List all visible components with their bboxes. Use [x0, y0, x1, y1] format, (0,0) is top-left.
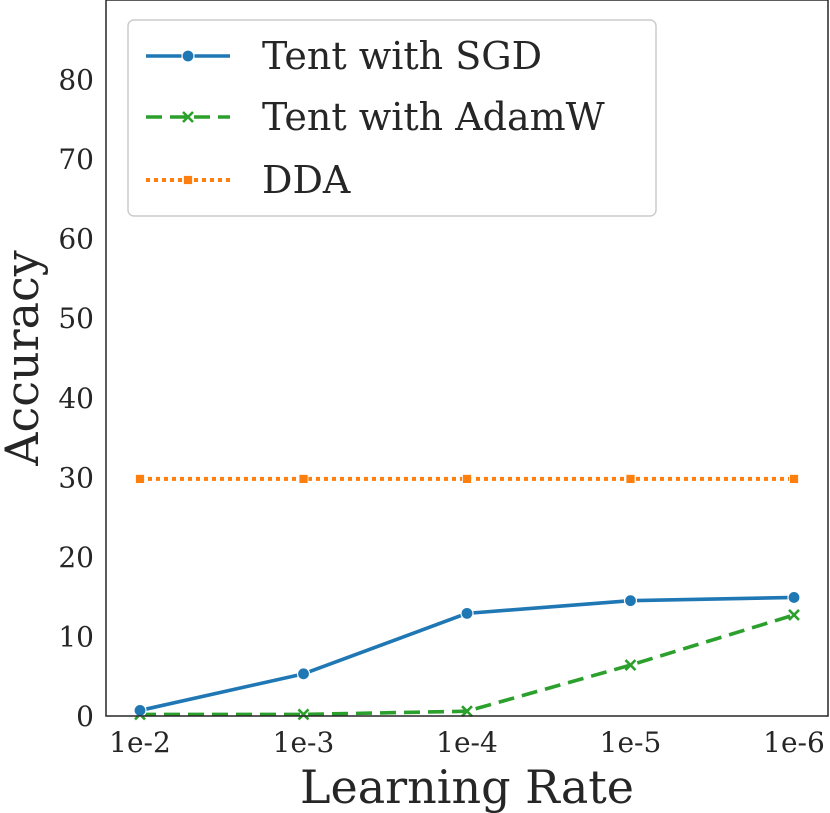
- legend-marker: [181, 49, 195, 63]
- legend-label: Tent with AdamW: [262, 95, 605, 139]
- data-point: [787, 590, 801, 605]
- data-point: [789, 474, 799, 484]
- series-tent-with-sgd: [133, 590, 801, 718]
- data-point: [298, 474, 309, 484]
- plot-marks: [133, 474, 801, 721]
- data-point: [462, 474, 472, 484]
- y-tick-label: 0: [76, 700, 94, 733]
- y-tick-label: 40: [58, 382, 94, 415]
- data-point: [297, 708, 310, 721]
- y-tick-label: 70: [58, 143, 94, 176]
- series-dda: [135, 474, 799, 484]
- legend-label: Tent with SGD: [262, 34, 542, 78]
- data-point: [788, 609, 800, 621]
- legend-entry: Tent with SGD: [146, 34, 542, 78]
- data-point: [623, 594, 638, 608]
- data-point: [460, 606, 474, 620]
- data-point: [133, 703, 147, 718]
- legend-marker: [183, 175, 193, 185]
- data-point: [461, 705, 473, 718]
- y-tick-label: 20: [58, 541, 94, 574]
- data-point: [296, 667, 311, 681]
- y-tick-labels: 0 10 20 30 40 50 60 70 80: [58, 64, 94, 733]
- x-tick-labels: 1e-2 1e-3 1e-4 1e-5 1e-6: [109, 726, 825, 759]
- x-tick-label: 1e-3: [273, 726, 335, 759]
- legend: Tent with SGD Tent with AdamW DDA: [127, 19, 657, 217]
- legend-entry: DDA: [146, 158, 351, 202]
- y-axis-label: Accuracy: [0, 250, 49, 467]
- x-tick-label: 1e-2: [109, 726, 171, 759]
- x-tick-label: 1e-5: [600, 726, 662, 759]
- data-point: [135, 474, 145, 484]
- y-tick-label: 60: [58, 223, 94, 256]
- plot-frame: [105, 0, 829, 717]
- y-tick-label: 30: [58, 461, 94, 494]
- y-tick-label: 80: [58, 64, 94, 97]
- legend-entry: Tent with AdamW: [146, 95, 605, 139]
- legend-box: [127, 19, 657, 217]
- x-tick-label: 1e-6: [763, 726, 825, 759]
- legend-marker: [182, 111, 194, 123]
- x-axis-label: Learning Rate: [300, 760, 634, 813]
- y-tick-label: 50: [58, 302, 94, 335]
- legend-label: DDA: [262, 158, 351, 202]
- x-tick-label: 1e-4: [436, 726, 498, 759]
- data-point: [624, 659, 637, 672]
- data-point: [625, 474, 636, 484]
- y-tick-label: 10: [58, 620, 94, 653]
